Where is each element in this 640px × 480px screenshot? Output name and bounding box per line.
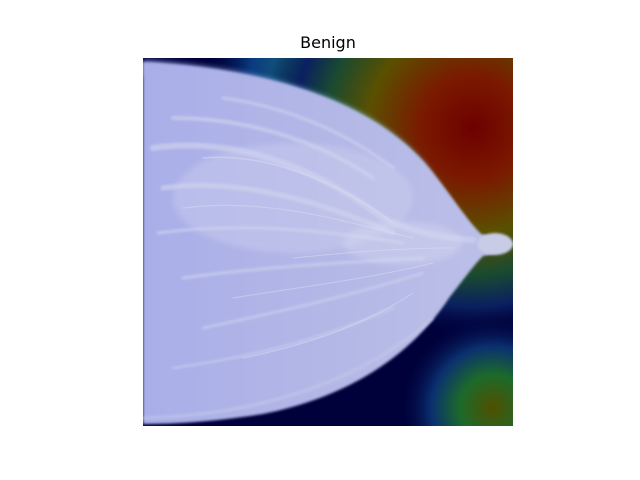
mammogram-heatmap-image (143, 58, 513, 426)
figure-title: Benign (300, 33, 356, 52)
